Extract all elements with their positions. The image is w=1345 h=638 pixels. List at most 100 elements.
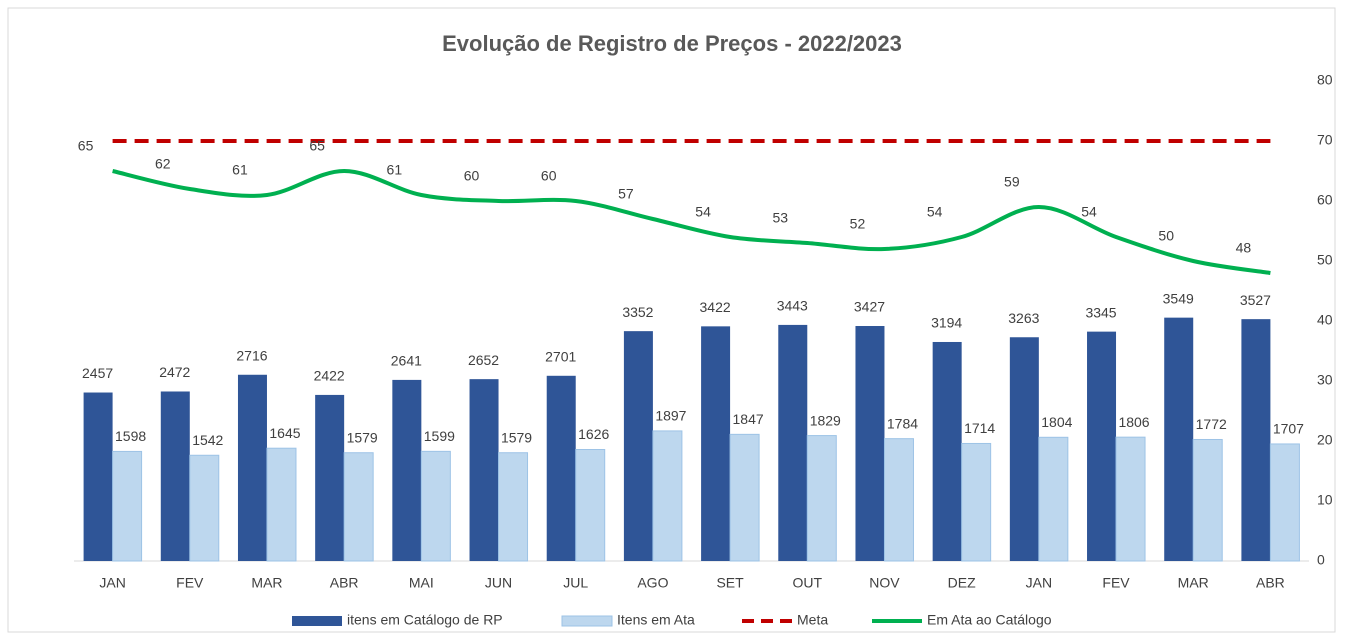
line-label: 54 (1081, 204, 1097, 220)
x-tick-label: JAN (99, 575, 125, 591)
bar (112, 450, 143, 562)
y2-tick-label: 50 (1317, 252, 1333, 268)
bar-label: 1897 (655, 408, 686, 424)
bar (1241, 319, 1271, 561)
x-tick-label: OUT (793, 575, 823, 591)
line-label: 53 (772, 210, 788, 226)
bar (1115, 436, 1146, 562)
x-tick-label: JUL (563, 575, 588, 591)
bar-label: 1626 (578, 426, 609, 442)
x-tick-label: MAI (409, 575, 434, 591)
bar-label: 3263 (1008, 310, 1039, 326)
bar (575, 449, 606, 562)
bar (498, 452, 529, 562)
line-label: 54 (927, 204, 943, 220)
x-tick-label: JAN (1026, 575, 1052, 591)
line-label: 52 (850, 216, 866, 232)
bar (1269, 443, 1300, 562)
legend-label: itens em Catálogo de RP (347, 612, 503, 628)
bar (1164, 317, 1194, 561)
line-label: 59 (1004, 174, 1020, 190)
x-tick-label: JUN (485, 575, 512, 591)
bar-label: 1804 (1041, 414, 1072, 430)
line-label: 60 (464, 168, 480, 184)
bar-label: 1599 (424, 428, 455, 444)
bar (1192, 438, 1223, 562)
bar (806, 435, 837, 562)
y2-tick-label: 40 (1317, 312, 1333, 328)
bar-label: 1598 (115, 428, 146, 444)
bar (160, 391, 190, 561)
bar (343, 452, 374, 562)
bar-label: 3549 (1163, 290, 1194, 306)
x-tick-label: DEZ (948, 575, 976, 591)
y2-tick-label: 20 (1317, 432, 1333, 448)
bar (266, 447, 297, 562)
bar-label: 1707 (1273, 421, 1304, 437)
bar-label: 2652 (468, 352, 499, 368)
y2-tick-label: 80 (1317, 72, 1333, 88)
bar-label: 2422 (314, 368, 345, 384)
bar (932, 341, 962, 561)
bar-label: 3345 (1085, 304, 1116, 320)
x-tick-label: FEV (176, 575, 204, 591)
line-label: 62 (155, 156, 171, 172)
bar-label: 1645 (269, 425, 300, 441)
line-label: 54 (695, 204, 711, 220)
line-label: 61 (387, 162, 403, 178)
bar (546, 375, 576, 561)
bar (855, 326, 885, 561)
bar-label: 1579 (347, 429, 378, 445)
bar-label: 2457 (82, 365, 113, 381)
line-label: 65 (78, 138, 94, 154)
chart-border (7, 7, 1336, 633)
x-tick-label: MAR (1178, 575, 1209, 591)
bar-label: 1542 (192, 432, 223, 448)
bar-label: 2472 (159, 364, 190, 380)
bar (1009, 337, 1039, 561)
x-tick-label: NOV (869, 575, 900, 591)
bar-label: 1806 (1118, 414, 1149, 430)
bar-label: 3443 (777, 298, 808, 314)
y2-tick-label: 0 (1317, 552, 1325, 568)
line-label: 57 (618, 186, 634, 202)
bar-label: 1829 (810, 412, 841, 428)
bar-label: 1772 (1196, 416, 1227, 432)
legend-label: Em Ata ao Catálogo (927, 612, 1052, 628)
line-label: 60 (541, 168, 557, 184)
bar-label: 3352 (622, 304, 653, 320)
bar (1087, 331, 1117, 561)
y2-tick-label: 30 (1317, 372, 1333, 388)
bar (469, 379, 499, 561)
y2-tick-label: 70 (1317, 132, 1333, 148)
line-label: 48 (1236, 240, 1252, 256)
bar (961, 442, 992, 562)
y2-tick-label: 60 (1317, 192, 1333, 208)
bar (189, 454, 220, 562)
x-tick-label: FEV (1102, 575, 1130, 591)
bar (623, 331, 653, 561)
x-tick-label: AGO (637, 575, 668, 591)
bar (1038, 436, 1069, 562)
bar (392, 379, 422, 561)
legend-label: Meta (797, 612, 828, 628)
line-label: 65 (309, 138, 325, 154)
bar-label: 2701 (545, 348, 576, 364)
x-tick-label: SET (716, 575, 744, 591)
line-label: 61 (232, 162, 248, 178)
bar (883, 438, 914, 562)
x-tick-label: MAR (251, 575, 282, 591)
bar-label: 1714 (964, 420, 995, 436)
bar-label: 2641 (391, 353, 422, 369)
legend-swatch (561, 615, 613, 627)
x-tick-label: ABR (330, 575, 359, 591)
bar-label: 1847 (733, 411, 764, 427)
bar-label: 3527 (1240, 292, 1271, 308)
legend-swatch (292, 616, 342, 626)
bar (701, 326, 731, 561)
bar (315, 394, 345, 561)
bar (83, 392, 113, 561)
ratio-line (112, 168, 1271, 275)
bar (729, 433, 760, 562)
